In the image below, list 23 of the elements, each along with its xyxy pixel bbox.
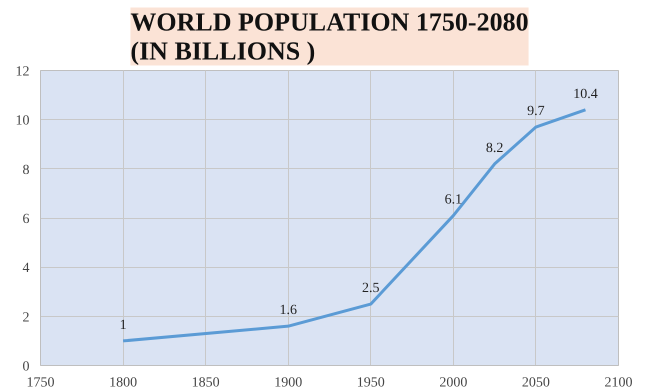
chart-title: WORLD POPULATION 1750-2080 (IN BILLIONS ) [130,8,529,66]
y-tick-label: 4 [22,261,30,276]
x-tick-label: 2000 [439,376,468,389]
y-tick-label: 6 [22,212,30,227]
x-tick-label: 1850 [192,376,220,389]
data-label: 8.2 [486,140,504,156]
x-tick-label: 1900 [274,376,302,389]
data-label: 9.7 [527,104,545,120]
data-label: 6.1 [444,192,462,208]
x-tick-label: 1750 [26,376,54,389]
x-tick-label: 1950 [356,376,385,389]
data-label: 1.6 [279,303,297,318]
x-tick-label: 2100 [604,376,632,389]
data-label: 1 [120,318,127,333]
data-label: 10.4 [573,86,598,102]
x-tick-label: 1800 [109,376,138,389]
x-tick-label: 2050 [522,376,550,389]
y-tick-label: 8 [22,162,30,178]
y-tick-label: 12 [16,64,30,80]
data-label: 2.5 [362,281,380,296]
y-tick-label: 10 [16,114,30,129]
y-tick-label: 2 [22,310,30,326]
y-tick-label: 0 [22,360,30,374]
